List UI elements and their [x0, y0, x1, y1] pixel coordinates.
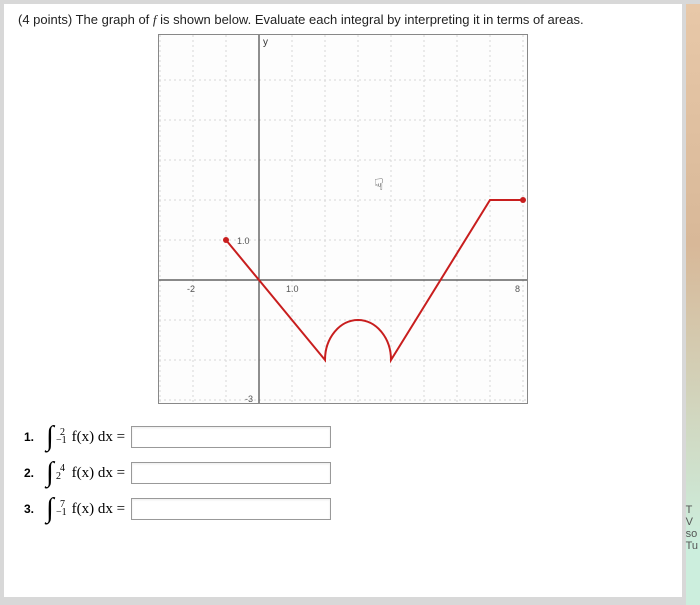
question-row-3: 3. ∫ 7 −1 f(x) dx = [24, 498, 668, 520]
graph-of-f[interactable]: y-21.01.08-3 ☟ [158, 34, 528, 404]
answer-input-3[interactable] [131, 498, 331, 520]
question-row-1: 1. ∫ 2 −1 f(x) dx = [24, 426, 668, 448]
question-number: 2. [24, 466, 38, 480]
questions-list: 1. ∫ 2 −1 f(x) dx = 2. ∫ 4 2 f(x) dx = [18, 414, 668, 520]
integral-symbol-icon: ∫ 4 2 [46, 463, 54, 483]
graph-container: y-21.01.08-3 ☟ [18, 34, 668, 404]
integral-expression: ∫ 7 −1 f(x) dx = [46, 499, 125, 519]
svg-text:8: 8 [515, 284, 520, 294]
question-prompt: (4 points) The graph of f is shown below… [18, 12, 668, 28]
svg-text:y: y [263, 37, 268, 48]
svg-text:1.0: 1.0 [237, 236, 250, 246]
question-row-2: 2. ∫ 4 2 f(x) dx = [24, 462, 668, 484]
offscreen-text-fragments: T V so Tu [686, 504, 698, 552]
svg-text:-3: -3 [245, 394, 253, 404]
integral-symbol-icon: ∫ 7 −1 [46, 499, 54, 519]
integral-symbol-icon: ∫ 2 −1 [46, 427, 54, 447]
answer-input-2[interactable] [131, 462, 331, 484]
question-number: 3. [24, 502, 38, 516]
question-number: 1. [24, 430, 38, 444]
svg-text:-2: -2 [187, 284, 195, 294]
integral-expression: ∫ 4 2 f(x) dx = [46, 463, 125, 483]
graph-svg: y -2 1.0 1.0 8 -3 [159, 35, 528, 404]
integral-expression: ∫ 2 −1 f(x) dx = [46, 427, 125, 447]
points-label: (4 points) [18, 12, 72, 27]
answer-input-1[interactable] [131, 426, 331, 448]
svg-text:1.0: 1.0 [286, 284, 299, 294]
question-page: (4 points) The graph of f is shown below… [4, 4, 682, 597]
